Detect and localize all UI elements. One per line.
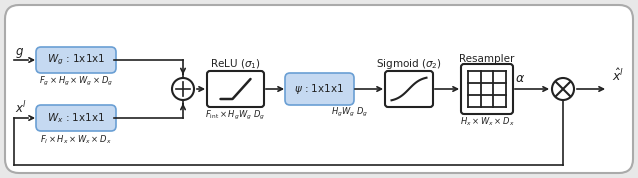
FancyBboxPatch shape [285, 73, 354, 105]
Text: $W_x$ : 1x1x1: $W_x$ : 1x1x1 [47, 111, 105, 125]
FancyBboxPatch shape [461, 64, 513, 114]
Text: ReLU $(\sigma_1)$: ReLU $(\sigma_1)$ [210, 57, 261, 71]
FancyBboxPatch shape [385, 71, 433, 107]
Text: $\alpha$: $\alpha$ [515, 72, 525, 85]
Text: $H_g W_g\ D_g$: $H_g W_g\ D_g$ [331, 106, 368, 119]
Text: Resampler: Resampler [459, 54, 515, 64]
FancyBboxPatch shape [5, 5, 633, 173]
Text: $F_{\rm int} \times H_g W_g\ D_g$: $F_{\rm int} \times H_g W_g\ D_g$ [205, 109, 265, 122]
Circle shape [552, 78, 574, 100]
Text: $\hat{x}^l$: $\hat{x}^l$ [612, 68, 624, 84]
FancyBboxPatch shape [36, 47, 116, 73]
FancyBboxPatch shape [207, 71, 264, 107]
Text: $H_x \times W_x \times D_x$: $H_x \times W_x \times D_x$ [460, 116, 514, 129]
Text: Sigmoid $(\sigma_2)$: Sigmoid $(\sigma_2)$ [376, 57, 442, 71]
FancyBboxPatch shape [36, 105, 116, 131]
Text: $F_l \times H_x \times W_x \times D_x$: $F_l \times H_x \times W_x \times D_x$ [40, 133, 112, 145]
Circle shape [172, 78, 194, 100]
Text: $W_g$ : 1x1x1: $W_g$ : 1x1x1 [47, 53, 105, 67]
Text: $\psi$ : 1x1x1: $\psi$ : 1x1x1 [295, 82, 345, 96]
Text: $F_g \times H_g \times W_g \times D_g$: $F_g \times H_g \times W_g \times D_g$ [39, 75, 113, 88]
Text: $g$: $g$ [15, 46, 24, 60]
Text: $x^l$: $x^l$ [15, 100, 27, 116]
